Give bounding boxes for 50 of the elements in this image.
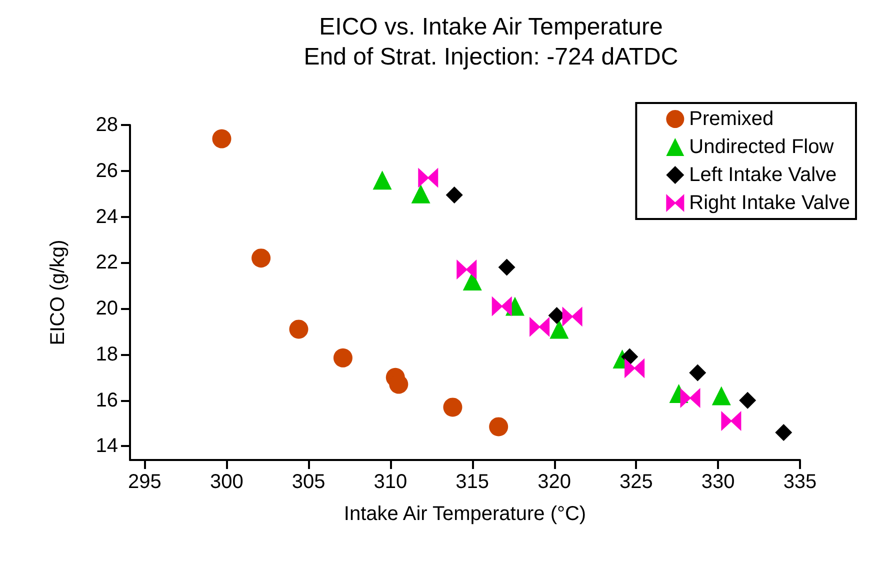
legend-label: Right Intake Valve: [689, 192, 850, 214]
y-tick-label: 22: [96, 252, 118, 274]
point: [624, 358, 645, 378]
point: [621, 348, 638, 366]
point: [721, 410, 742, 431]
y-tick-label: 14: [96, 435, 118, 458]
point: [498, 258, 516, 276]
y-tick-label: 20: [96, 298, 118, 320]
x-axis-title: Intake Air Temperature (°C): [344, 503, 586, 525]
point: [562, 306, 582, 327]
legend-label: Premixed: [689, 108, 774, 130]
point: [252, 248, 271, 268]
chart-title: EICO vs. Intake Air Temperature: [319, 14, 663, 40]
y-axis-title: EICO (g/kg): [47, 240, 69, 346]
point: [775, 424, 792, 441]
x-tick-label: 300: [210, 471, 244, 493]
x-tick-label: 320: [538, 471, 571, 493]
x-tick-label: 310: [374, 471, 408, 493]
x-tick-label: 315: [456, 471, 490, 493]
y-tick-label: 28: [96, 114, 118, 136]
point: [411, 184, 430, 204]
point: [443, 398, 462, 417]
legend-label: Undirected Flow: [689, 136, 834, 158]
point: [289, 320, 308, 339]
x-tick-label: 305: [292, 471, 326, 493]
y-tick-label: 24: [96, 206, 118, 228]
x-tick-label: 295: [128, 471, 162, 493]
y-tick-label: 18: [96, 343, 118, 366]
point: [333, 348, 352, 368]
chart-subtitle: End of Strat. Injection: -724 dATDC: [304, 44, 678, 70]
point: [456, 260, 477, 280]
point: [550, 320, 569, 339]
x-tick-label: 325: [620, 471, 653, 493]
y-tick-label: 26: [96, 160, 118, 182]
point: [712, 386, 731, 406]
point: [492, 296, 512, 316]
point: [739, 392, 756, 409]
point: [418, 168, 438, 188]
y-tick-label: 16: [96, 389, 118, 412]
point: [212, 129, 232, 148]
point: [372, 170, 392, 190]
x-tick-label: 330: [701, 471, 735, 493]
legend-label: Left Intake Valve: [689, 164, 837, 186]
point: [530, 316, 550, 337]
point: [489, 417, 508, 436]
point: [680, 388, 700, 408]
point: [389, 374, 408, 394]
point: [689, 364, 706, 382]
x-tick-label: 335: [783, 471, 817, 493]
point: [446, 186, 463, 204]
